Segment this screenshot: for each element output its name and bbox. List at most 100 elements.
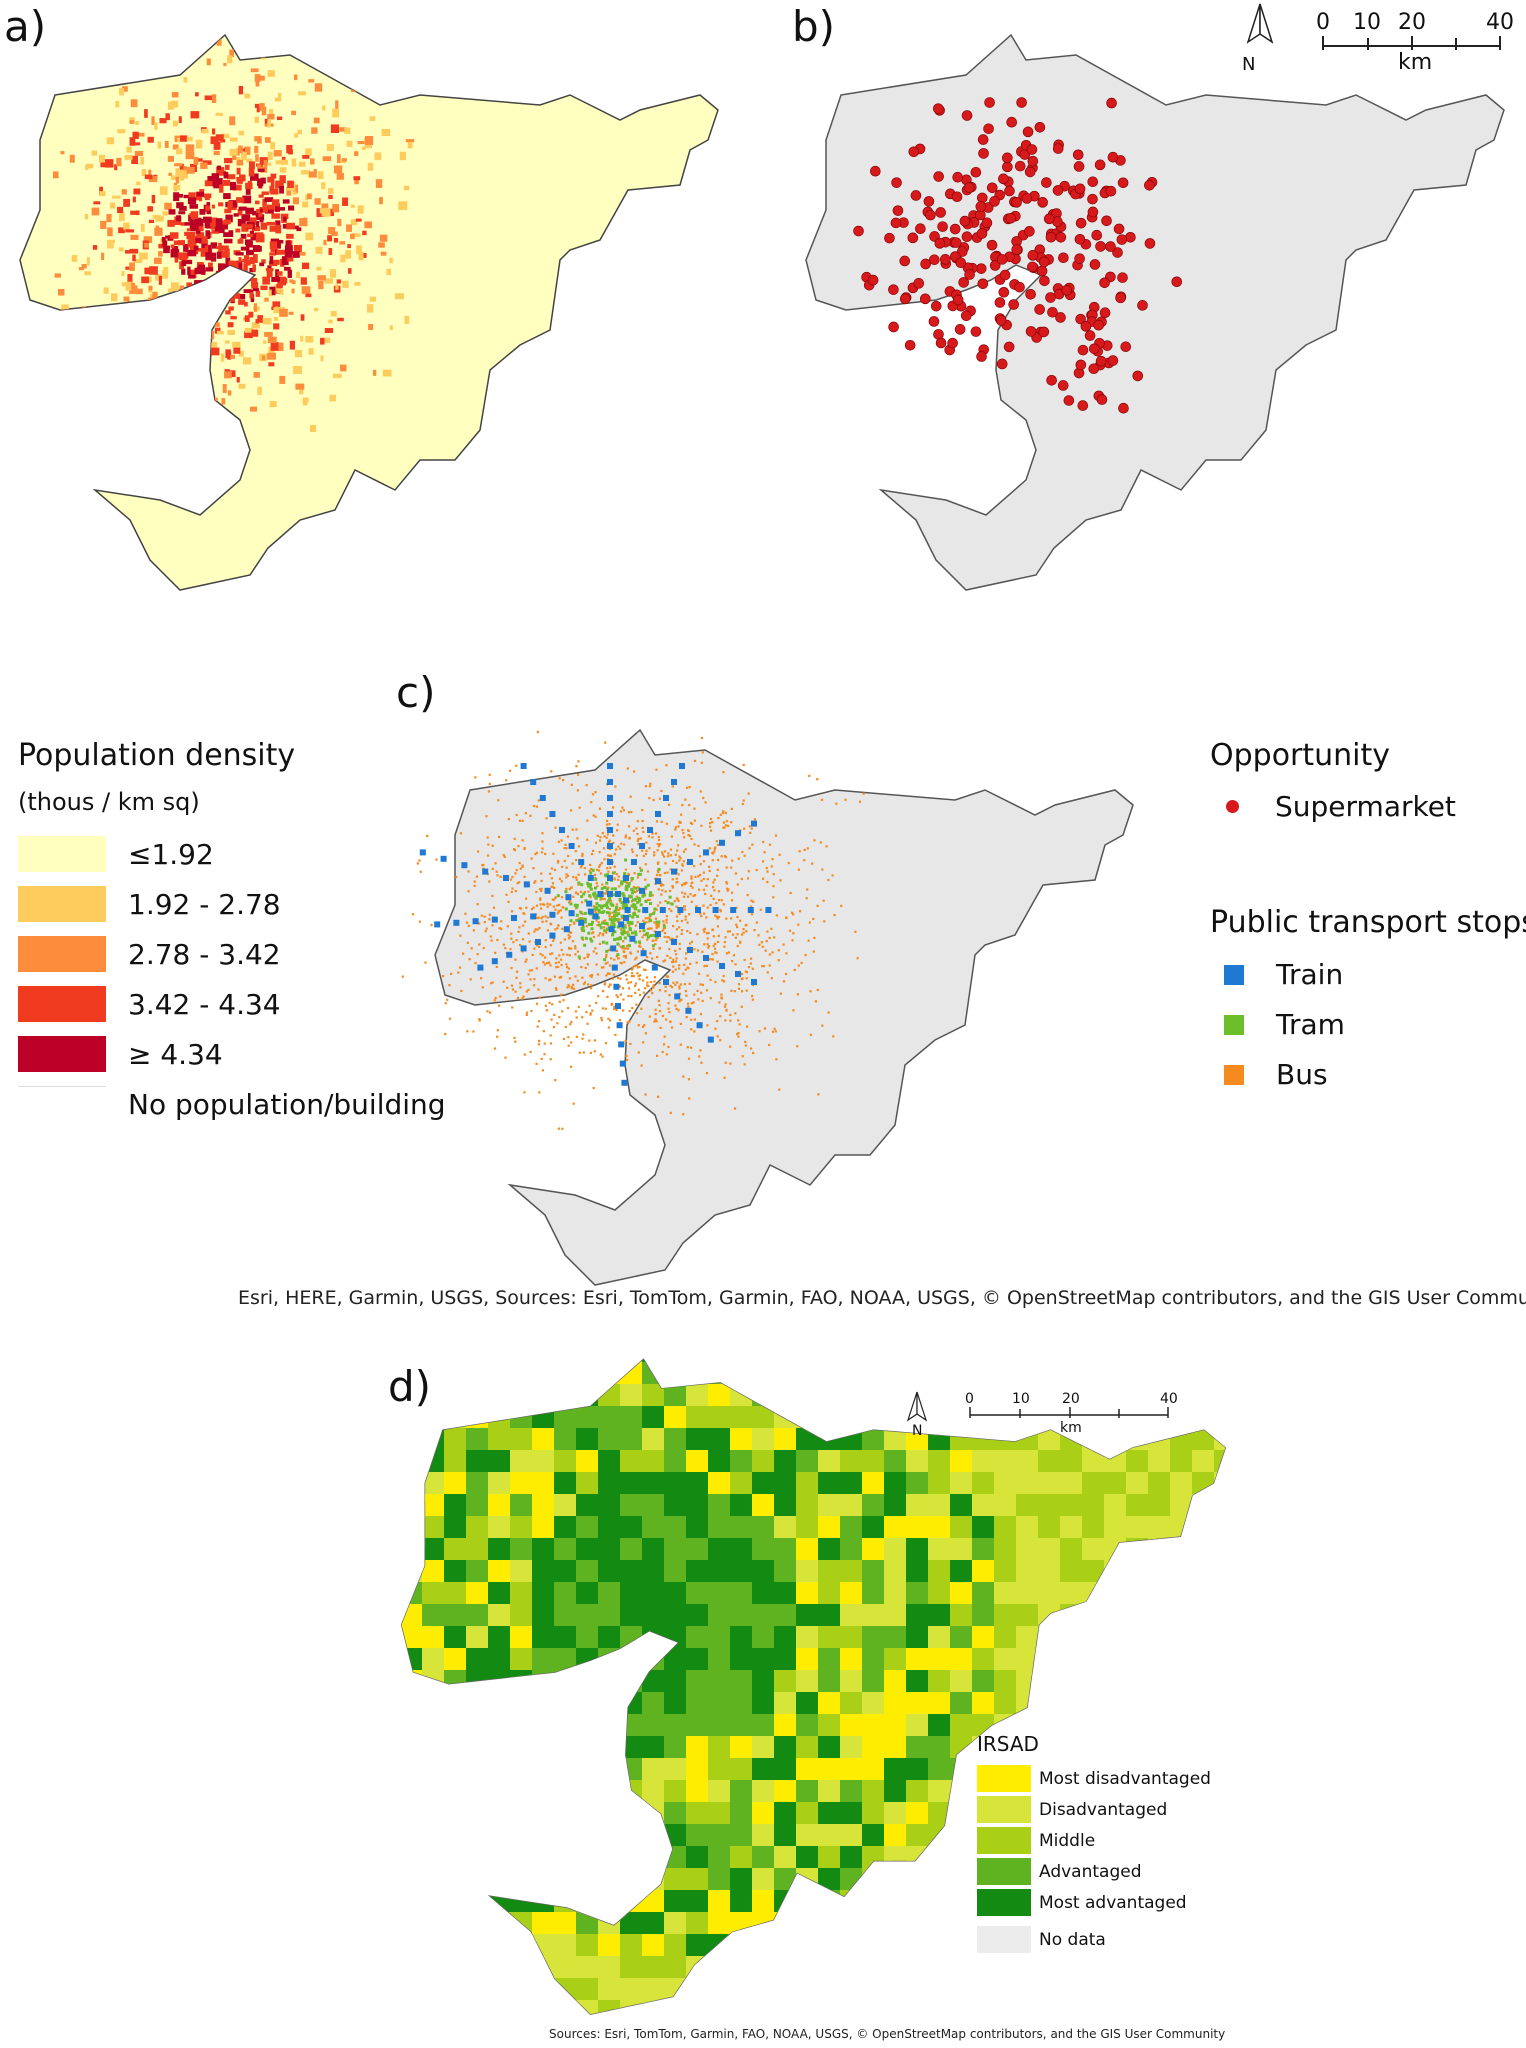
bus-stop [554, 826, 557, 829]
bus-stop [632, 829, 635, 832]
bus-stop [737, 857, 740, 860]
irsad-area [1214, 1428, 1226, 1453]
density-cell [278, 278, 288, 284]
irsad-area [444, 1978, 471, 2004]
bus-stop [709, 978, 712, 981]
bus-stop [693, 894, 697, 897]
irsad-area [554, 1362, 584, 1389]
irsad-area [1126, 1604, 1149, 1636]
density-cell [344, 127, 351, 134]
bus-stop [745, 1025, 749, 1028]
bus-stop [658, 946, 661, 950]
irsad-area [1104, 1318, 1126, 1350]
population-legend-title: Population density [18, 738, 296, 773]
bus-stop [661, 1050, 664, 1054]
bus-stop [525, 906, 528, 909]
density-cell [246, 158, 253, 163]
density-cell [139, 252, 148, 260]
bus-stop [790, 911, 794, 914]
bus-stop [784, 972, 788, 976]
supermarket-point [1004, 185, 1015, 197]
supermarket-point [933, 171, 944, 182]
irsad-area [1082, 1359, 1113, 1368]
density-cell [280, 289, 284, 295]
bus-stop [770, 976, 773, 980]
north-arrow-icon [1246, 3, 1274, 44]
map-credit-d: Sources: Esri, TomTom, Garmin, FAO, NOAA… [549, 2027, 1226, 2041]
density-cell [223, 219, 231, 224]
irsad-area [532, 1846, 557, 1874]
bus-stop [619, 928, 623, 931]
irsad-area [1214, 1780, 1226, 1809]
irsad-area [422, 1362, 445, 1392]
density-cell [101, 252, 105, 261]
density-cell [293, 74, 298, 81]
bus-stop [630, 968, 634, 971]
bus-stop [489, 1011, 492, 1014]
bus-stop [580, 965, 583, 969]
irsad-area [488, 1318, 512, 1343]
supermarket-point [899, 293, 911, 305]
bus-stop [745, 930, 748, 933]
legend-swatch [977, 1926, 1031, 1953]
irsad-area [708, 1714, 732, 1740]
bus-stop [411, 913, 415, 916]
bus-stop [589, 863, 592, 867]
supermarket-point [1077, 400, 1089, 411]
bus-stop [607, 841, 610, 844]
supermarket-point [1024, 166, 1036, 178]
irsad-area [444, 1406, 473, 1429]
legend-swatch [18, 886, 106, 922]
bus-stop [597, 921, 600, 924]
bus-stop [720, 996, 723, 999]
bus-stop [631, 972, 634, 975]
bus-stop [627, 811, 631, 814]
scale-b-tick-10: 10 [1353, 10, 1381, 35]
bus-stop [651, 836, 654, 839]
irsad-area [1126, 1318, 1150, 1342]
density-cell [100, 162, 107, 168]
train-stop [765, 907, 772, 913]
density-cell [314, 83, 323, 92]
density-cell [129, 248, 139, 254]
bus-stop [722, 771, 725, 774]
bus-stop [761, 945, 764, 948]
density-cell [353, 176, 361, 181]
bus-stop [418, 920, 422, 923]
train-stop [578, 919, 585, 926]
bus-stop [684, 957, 687, 960]
bus-stop [565, 876, 568, 879]
density-cell [197, 264, 206, 272]
tram-stop [653, 907, 657, 911]
bus-stop [663, 850, 667, 853]
bus-stop [647, 984, 650, 988]
irsad-layer [401, 1318, 1226, 2015]
bus-stop [592, 814, 595, 817]
bus-stop [601, 934, 604, 937]
irsad-area [1192, 1362, 1216, 1385]
scale-b-tick-20: 20 [1398, 10, 1426, 35]
density-cell [224, 208, 232, 214]
bus-stop [513, 1036, 516, 1039]
bus-stop [549, 922, 552, 925]
density-cell [335, 284, 339, 290]
bus-stop [498, 927, 501, 930]
train-stop [523, 881, 530, 888]
density-cell [326, 143, 334, 151]
bus-stop [582, 982, 586, 986]
bus-stop [516, 970, 519, 973]
bus-stop [581, 976, 584, 979]
irsad-area [444, 1758, 471, 1782]
irsad-area [576, 1318, 607, 1346]
irsad-area [510, 2000, 538, 2015]
density-cell [177, 137, 181, 143]
bus-stop [487, 790, 490, 793]
bus-stop [524, 812, 527, 815]
bus-stop [570, 783, 573, 786]
density-cell [195, 368, 201, 376]
density-cell [308, 171, 316, 178]
density-cell [200, 249, 207, 257]
bus-stop [606, 972, 610, 975]
bus-stop [722, 974, 725, 978]
bus-stop [675, 877, 678, 880]
